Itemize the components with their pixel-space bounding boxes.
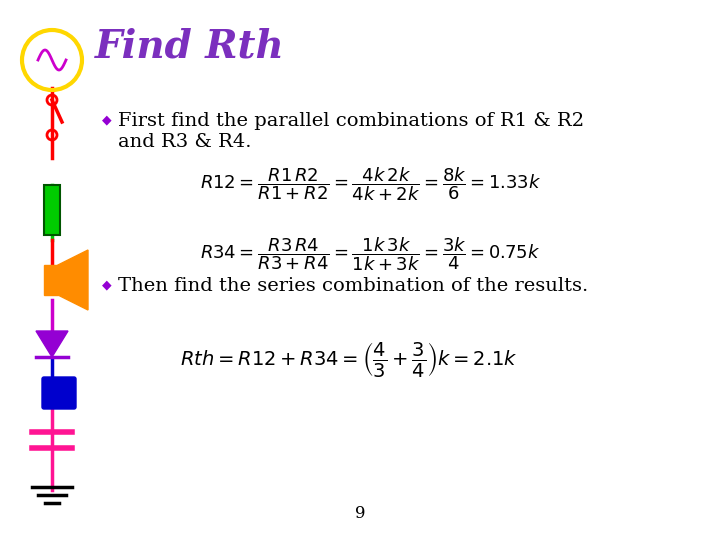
Text: $R12 = \dfrac{R1\,R2}{R1+R2} = \dfrac{4k\,2k}{4k+2k} = \dfrac{8k}{6} = 1.33k$: $R12 = \dfrac{R1\,R2}{R1+R2} = \dfrac{4k… xyxy=(200,165,541,202)
Text: $R34 = \dfrac{R3\,R4}{R3+R4} = \dfrac{1k\,3k}{1k+3k} = \dfrac{3k}{4} = 0.75k$: $R34 = \dfrac{R3\,R4}{R3+R4} = \dfrac{1k… xyxy=(200,235,540,273)
Text: First find the parallel combinations of R1 & R2: First find the parallel combinations of … xyxy=(118,112,584,130)
Text: $Rth = R12 + R34 = \left(\dfrac{4}{3}+\dfrac{3}{4}\right)k = 2.1k$: $Rth = R12 + R34 = \left(\dfrac{4}{3}+\d… xyxy=(180,340,518,379)
Text: ◆: ◆ xyxy=(102,278,112,291)
FancyBboxPatch shape xyxy=(42,377,76,409)
Text: ◆: ◆ xyxy=(102,113,112,126)
Text: and R3 & R4.: and R3 & R4. xyxy=(118,133,251,151)
Text: 9: 9 xyxy=(355,505,365,522)
Polygon shape xyxy=(58,250,88,310)
Text: Then find the series combination of the results.: Then find the series combination of the … xyxy=(118,277,588,295)
Polygon shape xyxy=(36,331,68,357)
Text: Find Rth: Find Rth xyxy=(95,28,284,66)
Bar xyxy=(44,185,60,235)
Bar xyxy=(44,265,58,295)
